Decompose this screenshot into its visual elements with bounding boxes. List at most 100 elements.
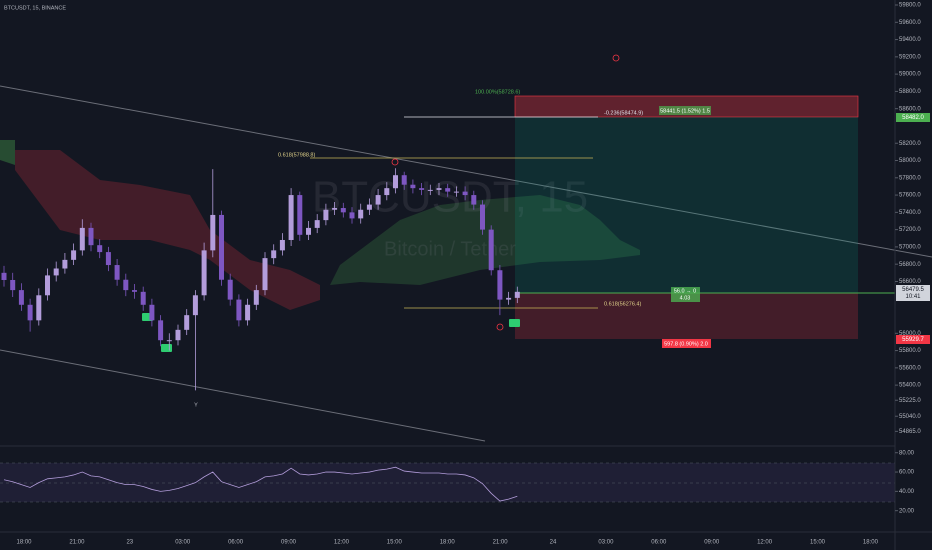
y-tick-label: 56600.0 <box>899 279 921 285</box>
x-tick-label: 06:00 <box>228 540 244 546</box>
price-tag-label: 58482.0 <box>902 115 924 121</box>
fib-label: 0.618(57988.8) <box>278 152 315 158</box>
candle-body <box>436 188 442 190</box>
price-tag <box>896 285 930 301</box>
candle-body <box>105 252 111 266</box>
candle-body <box>471 195 477 205</box>
target-label: 58441.5 (1.52%) 1.5 <box>660 108 710 114</box>
entry-label-box <box>671 287 700 302</box>
fib-levels: 100.00%(58728.6) 0.618(57988.8) -0.236(5… <box>278 89 643 309</box>
candle-body <box>27 304 33 321</box>
candle-body <box>114 265 120 280</box>
candle-body <box>123 279 129 291</box>
candle-body <box>332 208 338 210</box>
y2-tick-label: 80.00 <box>899 450 915 456</box>
candle-body <box>79 227 85 251</box>
entry-label: 56.0 → 0 <box>674 288 696 294</box>
candle-body <box>340 208 346 213</box>
candle-body <box>358 209 364 219</box>
candle-body <box>45 275 50 296</box>
x-tick-label: 09:00 <box>281 540 297 546</box>
y-tick-label: 55600.0 <box>899 365 921 371</box>
symbol-title: BTCUSDT, 15, BINANCE <box>4 5 66 11</box>
candle-body <box>158 320 164 341</box>
candle-body <box>62 259 68 269</box>
candle-body <box>514 291 520 298</box>
y-tick-label: 58200.0 <box>899 141 921 147</box>
countdown-label: 10:41 <box>905 294 921 300</box>
x-tick-label: 12:00 <box>334 540 350 546</box>
y-tick-label: 57800.0 <box>899 175 921 181</box>
cloud-green <box>330 195 640 285</box>
candle-body <box>53 268 59 276</box>
price-tag <box>896 335 930 344</box>
entry-label: 4.03 <box>680 295 691 301</box>
stop-label-box <box>662 339 711 348</box>
cloud-red <box>15 150 320 310</box>
candle-body <box>393 175 398 189</box>
candle-body <box>149 304 155 321</box>
y-tick-label: 57200.0 <box>899 227 921 233</box>
price-tag-label: 55929.7 <box>902 337 924 343</box>
candle-body <box>314 220 320 228</box>
y-tick-label: 54865.0 <box>899 429 921 435</box>
x-tick-label: 03:00 <box>175 540 191 546</box>
candle-body <box>349 212 355 219</box>
trend-line <box>0 85 932 258</box>
candle-body <box>175 329 181 341</box>
candle-body <box>297 195 303 235</box>
marker-label: Y <box>194 402 198 408</box>
x-tick-label: 18:00 <box>440 540 456 546</box>
y-tick-label: 55225.0 <box>899 398 921 404</box>
y-tick-label: 55400.0 <box>899 383 921 389</box>
candle-body <box>97 245 103 253</box>
x-tick-label: 06:00 <box>651 540 667 546</box>
candle-body <box>253 290 259 305</box>
candle-body <box>453 191 459 193</box>
candle-body <box>480 204 485 230</box>
price-tag <box>896 113 930 122</box>
x-tick-label: 23 <box>126 540 133 546</box>
cloud-green <box>0 140 15 165</box>
y2-tick-label: 60.00 <box>899 470 915 476</box>
wave-marker <box>612 54 620 62</box>
candle-body <box>18 290 24 305</box>
candle-body <box>419 188 425 190</box>
candle-body <box>366 204 372 210</box>
fib-label: -0.236(58474.9) <box>604 110 643 116</box>
candle-body <box>184 315 190 330</box>
x-tick-label: 03:00 <box>598 540 614 546</box>
y-tick-label: 59200.0 <box>899 54 921 60</box>
rsi-band <box>0 463 895 502</box>
y-tick-label: 56800.0 <box>899 262 921 268</box>
price-tag-label: 56479.5 <box>902 287 924 293</box>
candle-body <box>132 290 137 292</box>
rsi-line <box>3 466 518 502</box>
candle-body <box>462 191 468 196</box>
candle-body <box>506 297 512 300</box>
stop-label: 597.8 (0.90%) 2.0 <box>664 341 708 347</box>
price-axis-labels: 58482.0 56479.5 10:41 55929.7 <box>896 113 930 344</box>
y2-tick-label: 40.00 <box>899 489 915 495</box>
y-tick-label: 55040.0 <box>899 414 921 420</box>
signal-marker <box>509 319 520 327</box>
y-tick-label: 59000.0 <box>899 72 921 78</box>
x-tick-label: 18:00 <box>863 540 879 546</box>
x-tick-label: 18:00 <box>16 540 32 546</box>
ichimoku-cloud <box>0 140 640 310</box>
x-tick-label: 12:00 <box>757 540 773 546</box>
candle-body <box>445 188 451 192</box>
candle-body <box>210 214 216 251</box>
candle-body <box>306 227 311 235</box>
x-tick-label: 21:00 <box>69 540 85 546</box>
watermark: BTCUSDT, 15 <box>312 173 588 222</box>
candles <box>1 168 520 391</box>
y-tick-label: 58000.0 <box>899 158 921 164</box>
target-label-box <box>659 106 711 115</box>
candle-body <box>192 295 198 316</box>
x-tick-label: 15:00 <box>387 540 403 546</box>
y-tick-label: 59400.0 <box>899 37 921 43</box>
signal-marker <box>161 344 172 352</box>
